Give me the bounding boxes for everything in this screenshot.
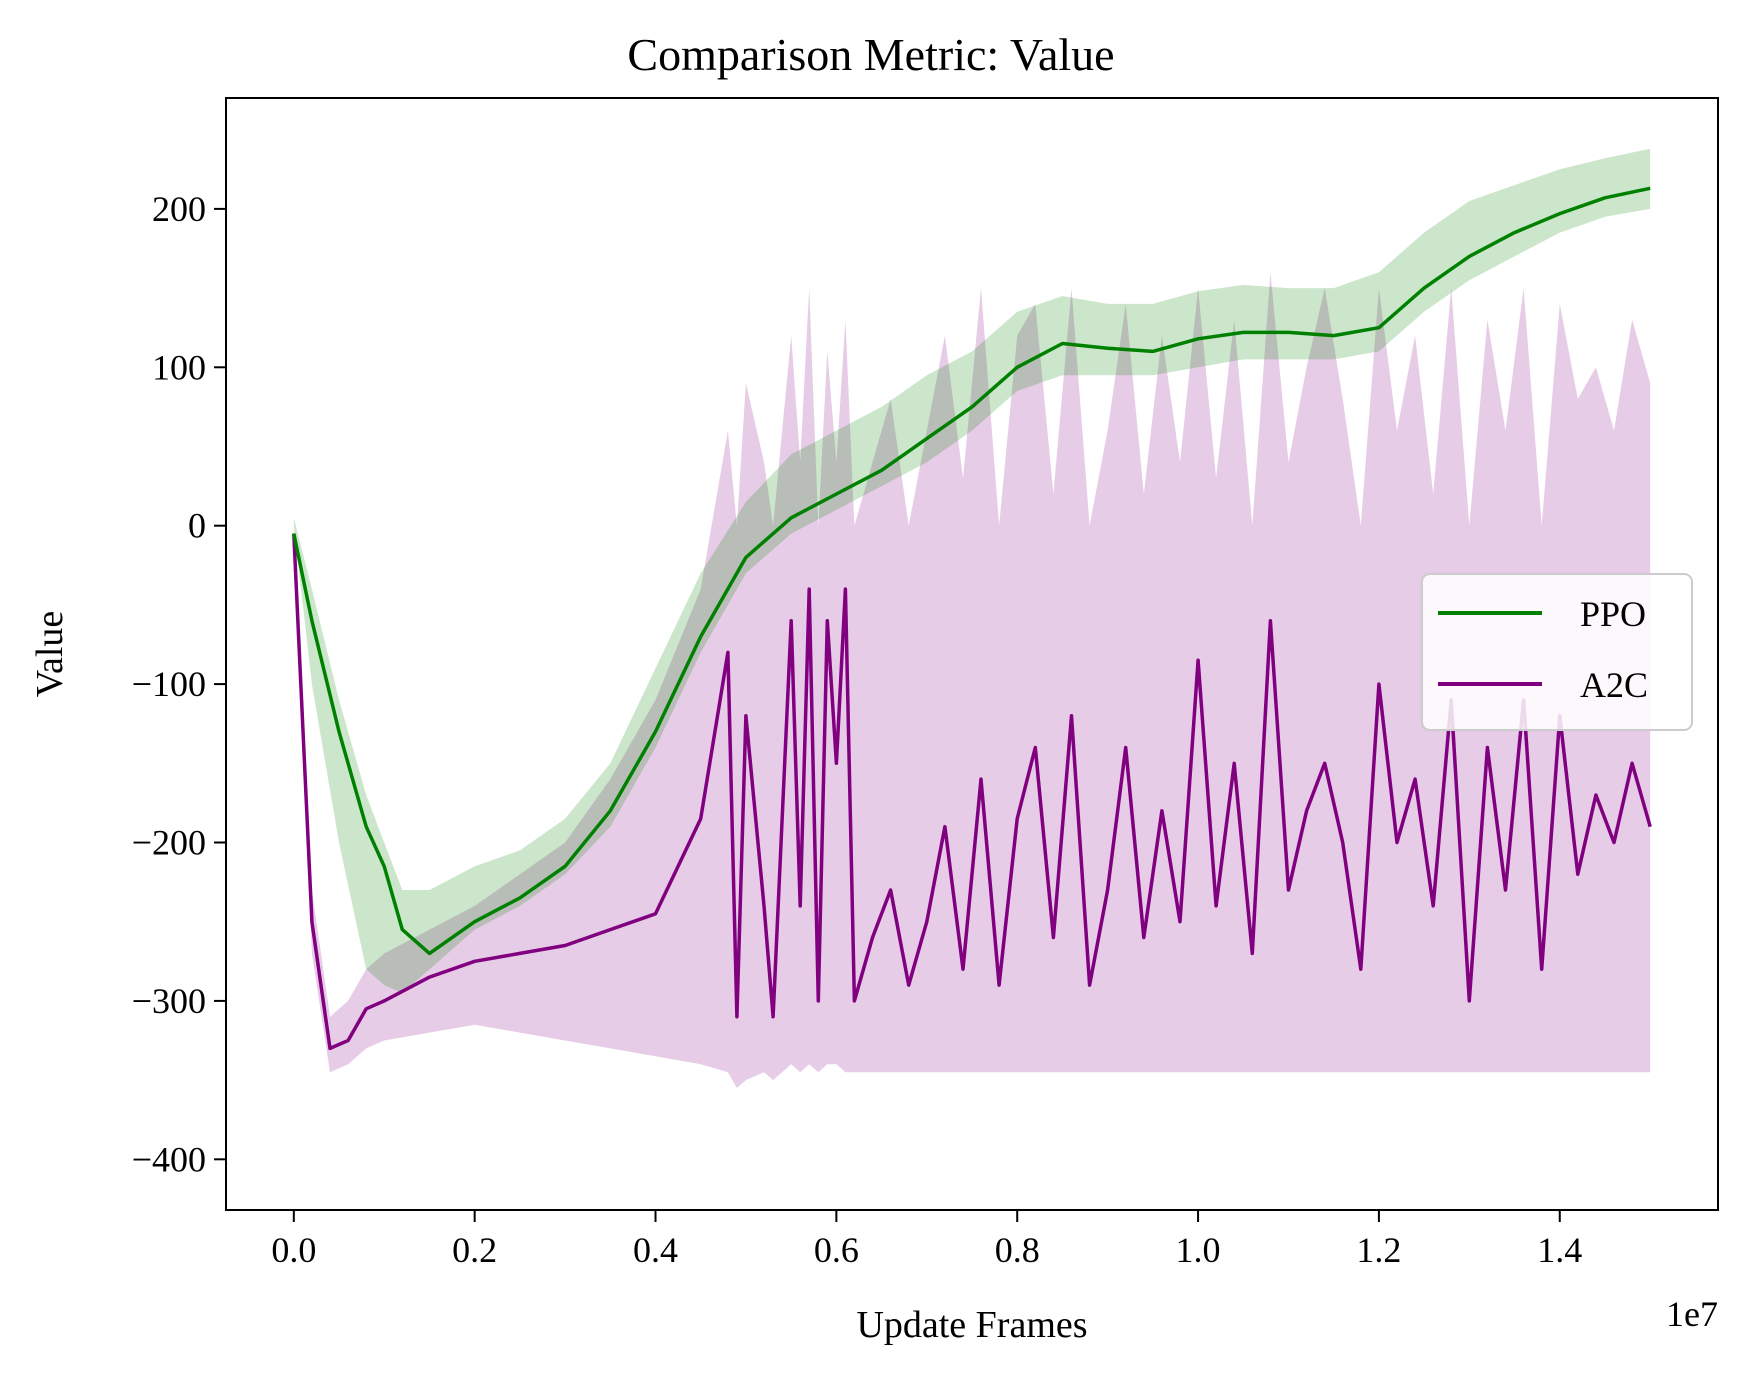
y-tick-label: −200 (132, 823, 206, 863)
y-tick-label: 200 (152, 189, 206, 229)
legend-box (1421, 573, 1693, 731)
series-lines (292, 186, 1652, 1051)
series-line-ppo (292, 186, 1651, 956)
confidence-bands (293, 148, 1651, 1088)
x-tick-label: 0.4 (633, 1230, 678, 1270)
x-axis: 0.0 0.2 0.4 0.6 0.8 1.0 1.2 1.4 (271, 1210, 1582, 1270)
x-tick-label: 1.0 (1176, 1230, 1221, 1270)
x-tick-label: 0.8 (995, 1230, 1040, 1270)
series-line-a2c (292, 533, 1652, 1051)
x-tick-label: 0.0 (271, 1230, 316, 1270)
x-axis-label: Update Frames (856, 1304, 1087, 1346)
y-tick-label: −400 (132, 1139, 206, 1179)
y-tick-label: −300 (132, 981, 206, 1021)
y-tick-label: 0 (188, 506, 206, 546)
x-tick-label: 0.2 (452, 1230, 497, 1270)
legend: PPO A2C (1421, 573, 1693, 731)
x-axis-offset-text: 1e7 (1666, 1294, 1718, 1334)
y-axis-label: Value (29, 611, 71, 698)
x-tick-label: 1.4 (1537, 1230, 1582, 1270)
band-a2c (293, 272, 1651, 1088)
x-tick-label: 1.2 (1356, 1230, 1401, 1270)
chart-title: Comparison Metric: Value (627, 29, 1114, 80)
band-ppo (293, 148, 1651, 993)
x-tick-label: 0.6 (814, 1230, 859, 1270)
y-tick-label: −100 (132, 664, 206, 704)
legend-label-a2c: A2C (1580, 665, 1648, 705)
legend-label-ppo: PPO (1580, 594, 1646, 634)
plot-frame (225, 97, 1719, 1211)
y-axis: 200 100 0 −100 −200 −300 −400 (132, 189, 226, 1179)
y-tick-label: 100 (152, 347, 206, 387)
